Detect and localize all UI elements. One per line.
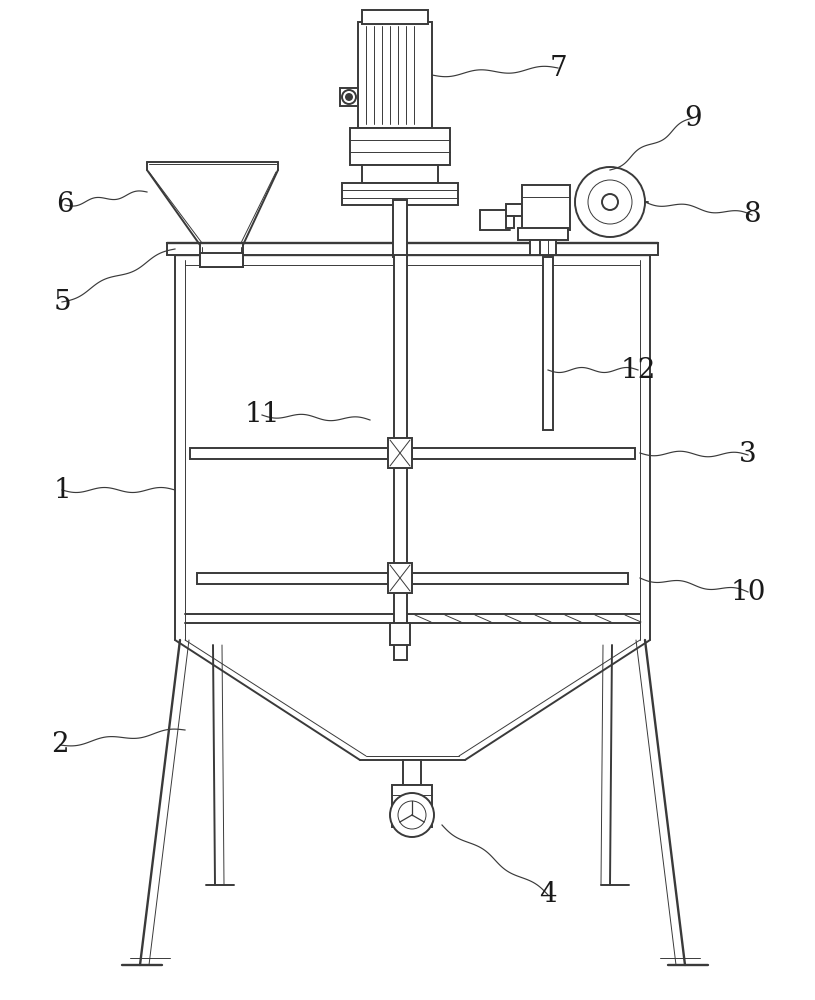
Bar	[342, 183, 458, 205]
Text: 11: 11	[244, 401, 280, 428]
Text: 2: 2	[51, 732, 68, 758]
Circle shape	[602, 194, 618, 210]
Bar	[358, 22, 432, 128]
Bar	[390, 623, 410, 645]
Bar	[392, 785, 432, 827]
Bar	[388, 438, 412, 468]
Text: 3: 3	[739, 442, 757, 468]
Bar	[190, 448, 388, 459]
Bar	[388, 563, 412, 593]
Bar	[530, 240, 556, 255]
Bar	[412, 448, 635, 459]
Circle shape	[575, 167, 645, 237]
Circle shape	[398, 801, 426, 829]
Bar	[362, 165, 438, 183]
Bar	[522, 185, 570, 230]
Text: 10: 10	[730, 578, 766, 605]
Bar	[394, 255, 407, 660]
Bar	[403, 760, 421, 785]
Bar	[393, 200, 407, 257]
Text: 4: 4	[540, 882, 557, 908]
Bar	[167, 243, 658, 255]
Bar	[340, 88, 358, 106]
Text: 5: 5	[53, 288, 71, 316]
Bar	[412, 573, 628, 584]
Bar	[197, 573, 388, 584]
Text: 7: 7	[549, 54, 567, 82]
Bar	[362, 10, 428, 24]
Bar	[506, 204, 522, 216]
Bar	[200, 253, 243, 267]
Bar	[350, 128, 450, 165]
Text: 12: 12	[620, 357, 656, 383]
Text: 8: 8	[743, 202, 761, 229]
Text: 1: 1	[53, 477, 71, 504]
Text: 9: 9	[684, 104, 702, 131]
Bar	[543, 257, 553, 430]
Bar	[506, 216, 514, 228]
Text: 6: 6	[56, 192, 74, 219]
Circle shape	[390, 793, 434, 837]
Bar	[518, 228, 568, 240]
Circle shape	[342, 90, 356, 104]
Circle shape	[346, 94, 352, 100]
Circle shape	[588, 180, 632, 224]
